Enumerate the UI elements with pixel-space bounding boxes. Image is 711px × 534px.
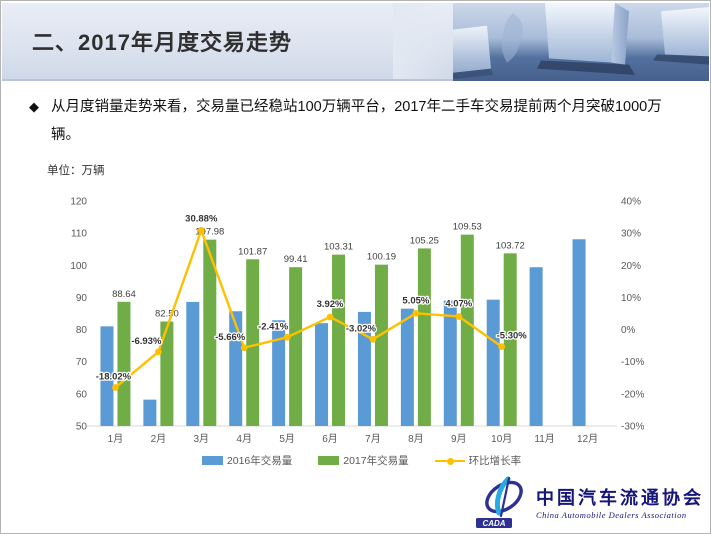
svg-text:50: 50 — [76, 422, 88, 433]
logo-names: 中国汽车流通协会 China Automobile Dealers Associ… — [536, 484, 704, 520]
legend-label-2016: 2016年交易量 — [226, 455, 293, 467]
svg-text:4月: 4月 — [236, 433, 252, 445]
svg-text:82.50: 82.50 — [155, 309, 179, 320]
svg-text:-5.30%: -5.30% — [497, 331, 528, 342]
svg-text:2月: 2月 — [151, 433, 167, 445]
svg-text:103.72: 103.72 — [496, 240, 525, 251]
svg-text:30%: 30% — [621, 229, 641, 240]
svg-text:3月: 3月 — [194, 433, 210, 445]
logo-name-english: China Automobile Dealers Association — [536, 510, 687, 520]
svg-text:-5.66%: -5.66% — [215, 332, 246, 343]
svg-text:90: 90 — [76, 293, 88, 304]
svg-text:-18.02%: -18.02% — [96, 371, 132, 382]
intro-text: 从月度销量走势来看，交易量已经稳站100万辆平台，2017年二手车交易提前两个月… — [51, 99, 662, 144]
svg-text:8月: 8月 — [408, 433, 424, 445]
svg-text:0%: 0% — [621, 325, 636, 336]
svg-text:4.07%: 4.07% — [445, 298, 472, 309]
combo-chart-svg: 120 110 100 90 80 70 60 50 40% 30% 20% 10% 0% -10% -20… — [70, 197, 644, 446]
svg-text:100.19: 100.19 — [367, 252, 396, 263]
cada-logo-mark-icon: CADA — [476, 476, 523, 528]
legend-swatch-2017 — [318, 456, 340, 465]
svg-text:-10%: -10% — [621, 357, 644, 368]
svg-text:110: 110 — [71, 229, 87, 240]
combo-chart: 120 110 100 90 80 70 60 50 40% 30% 20% 10% 0% -10% -20… — [49, 187, 689, 453]
svg-text:30.88%: 30.88% — [185, 213, 218, 224]
cada-logo: CADA 中国汽车流通协会 China Automobile Dealers A… — [474, 475, 704, 529]
svg-text:5月: 5月 — [279, 433, 295, 445]
cada-acronym: CADA — [482, 519, 505, 528]
svg-text:9月: 9月 — [451, 433, 467, 445]
svg-text:120: 120 — [70, 197, 87, 208]
svg-text:109.53: 109.53 — [453, 222, 482, 233]
svg-text:5.05%: 5.05% — [402, 295, 429, 306]
svg-text:-30%: -30% — [621, 422, 644, 433]
svg-text:101.87: 101.87 — [238, 246, 267, 257]
legend-swatch-growth — [434, 456, 465, 465]
svg-text:60: 60 — [76, 389, 88, 400]
slide-header: 二、2017年月度交易走势 — [2, 3, 709, 81]
svg-text:103.31: 103.31 — [324, 242, 353, 253]
svg-text:3.92%: 3.92% — [317, 299, 344, 310]
svg-text:-2.41%: -2.41% — [258, 321, 289, 332]
legend-label-growth: 环比增长率 — [468, 455, 522, 467]
intro-bullet: ◆ 从月度销量走势来看，交易量已经稳站100万辆平台，2017年二手车交易提前两… — [29, 93, 689, 150]
blue-cubes-image — [453, 3, 709, 79]
svg-text:7月: 7月 — [365, 433, 381, 445]
svg-text:10%: 10% — [621, 293, 641, 304]
logo-name-chinese: 中国汽车流通协会 — [536, 488, 704, 508]
legend-item-2016: 2016年交易量 — [201, 453, 293, 468]
svg-text:1月: 1月 — [108, 433, 124, 445]
svg-text:10月: 10月 — [491, 433, 512, 445]
svg-text:80: 80 — [76, 325, 88, 336]
svg-text:11月: 11月 — [534, 433, 554, 445]
svg-text:105.25: 105.25 — [410, 235, 439, 246]
page-title: 二、2017年月度交易走势 — [32, 30, 292, 55]
svg-text:70: 70 — [76, 357, 88, 368]
legend-swatch-2016 — [201, 456, 223, 465]
header-photo-cubes — [453, 3, 709, 81]
svg-text:12月: 12月 — [577, 433, 598, 445]
svg-text:-20%: -20% — [621, 389, 644, 400]
svg-text:99.41: 99.41 — [284, 254, 308, 265]
svg-text:40%: 40% — [621, 197, 641, 208]
svg-text:88.64: 88.64 — [112, 289, 136, 300]
legend-label-2017: 2017年交易量 — [343, 455, 409, 467]
legend-item-2017: 2017年交易量 — [318, 453, 409, 468]
legend-item-growth: 环比增长率 — [434, 453, 522, 468]
svg-text:6月: 6月 — [322, 433, 338, 445]
svg-text:-3.02%: -3.02% — [346, 323, 377, 334]
svg-text:20%: 20% — [621, 261, 641, 272]
diamond-bullet-icon: ◆ — [29, 99, 39, 114]
photo-fade — [393, 3, 453, 79]
svg-text:100: 100 — [70, 261, 87, 272]
svg-text:-6.93%: -6.93% — [131, 336, 162, 347]
chart-legend: 2016年交易量 2017年交易量 环比增长率 — [49, 453, 674, 468]
unit-label: 单位：万辆 — [47, 165, 105, 177]
